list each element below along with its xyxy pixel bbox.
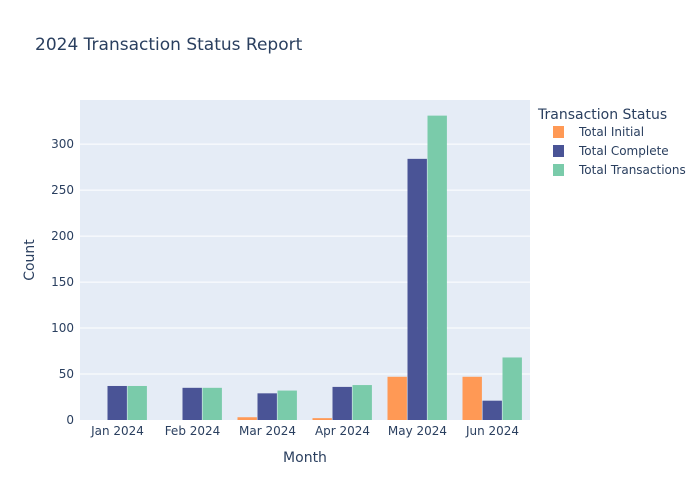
bar-total-transactions[interactable] bbox=[202, 387, 222, 420]
y-tick-label: 200 bbox=[51, 229, 74, 243]
bar-total-complete[interactable] bbox=[257, 393, 277, 420]
bar-total-initial[interactable] bbox=[462, 376, 482, 420]
legend-swatch[interactable] bbox=[553, 164, 564, 176]
bar-total-initial[interactable] bbox=[387, 376, 407, 420]
chart-title: 2024 Transaction Status Report bbox=[35, 35, 303, 55]
x-tick-label: Jan 2024 bbox=[90, 424, 144, 438]
plot-area bbox=[80, 100, 530, 420]
legend-swatch[interactable] bbox=[553, 145, 564, 157]
bar-total-transactions[interactable] bbox=[277, 390, 297, 420]
x-tick-label: Apr 2024 bbox=[315, 424, 370, 438]
bar-total-complete[interactable] bbox=[182, 387, 202, 420]
y-axis-label: Count bbox=[22, 239, 38, 281]
bar-total-complete[interactable] bbox=[482, 400, 502, 420]
x-tick-label: Jun 2024 bbox=[465, 424, 519, 438]
y-tick-label: 50 bbox=[59, 367, 74, 381]
x-axis-label: Month bbox=[283, 450, 327, 466]
bar-total-complete[interactable] bbox=[107, 385, 127, 420]
bar-total-transactions[interactable] bbox=[127, 385, 147, 420]
y-tick-label: 150 bbox=[51, 275, 74, 289]
y-tick-label: 0 bbox=[66, 413, 74, 427]
bar-total-initial[interactable] bbox=[237, 417, 257, 420]
legend-item-label[interactable]: Total Transactions bbox=[578, 163, 686, 177]
y-tick-label: 300 bbox=[51, 137, 74, 151]
legend-swatch[interactable] bbox=[553, 126, 564, 138]
bar-total-transactions[interactable] bbox=[502, 357, 522, 420]
x-tick-label: Feb 2024 bbox=[165, 424, 221, 438]
y-axis-ticks: 0 50 100 150 200 250 300 bbox=[51, 137, 74, 427]
legend-title: Transaction Status bbox=[537, 107, 667, 123]
gridlines bbox=[80, 143, 530, 375]
legend[interactable]: Transaction Status Total Initial Total Co… bbox=[537, 107, 686, 177]
bar-total-transactions[interactable] bbox=[352, 385, 372, 420]
y-tick-label: 100 bbox=[51, 321, 74, 335]
bar-total-complete[interactable] bbox=[332, 386, 352, 420]
bar-total-initial[interactable] bbox=[312, 418, 332, 420]
x-tick-label: May 2024 bbox=[388, 424, 447, 438]
y-tick-label: 250 bbox=[51, 183, 74, 197]
bar-total-complete[interactable] bbox=[407, 158, 427, 420]
legend-item-label[interactable]: Total Initial bbox=[578, 125, 644, 139]
bars[interactable] bbox=[107, 115, 522, 420]
legend-item-label[interactable]: Total Complete bbox=[578, 144, 669, 158]
bar-total-transactions[interactable] bbox=[427, 115, 447, 420]
x-axis-ticks: Jan 2024 Feb 2024 Mar 2024 Apr 2024 May 2024… bbox=[90, 424, 519, 438]
x-tick-label: Mar 2024 bbox=[239, 424, 296, 438]
